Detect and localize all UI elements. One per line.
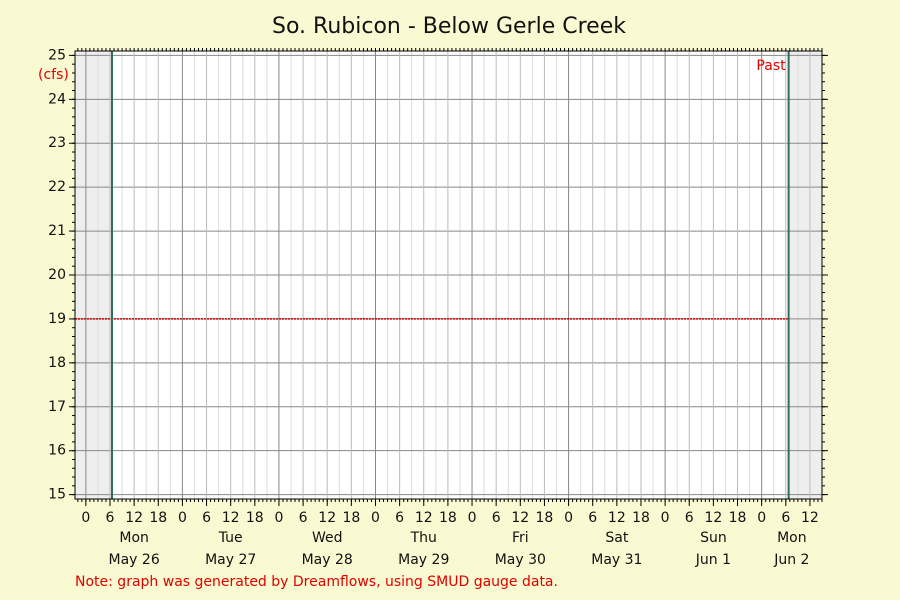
day-label: Tue <box>218 530 243 546</box>
chart-title: So. Rubicon - Below Gerle Creek <box>272 14 626 39</box>
y-unit: (cfs) <box>38 67 69 83</box>
y-tick-label: 15 <box>48 487 66 503</box>
y-tick-label: 24 <box>48 91 66 107</box>
day-label: Mon <box>777 530 807 546</box>
x-tick-label: 18 <box>149 510 167 526</box>
date-label: May 27 <box>205 552 256 568</box>
x-tick-label: 18 <box>632 510 650 526</box>
date-label: Jun 2 <box>773 552 809 568</box>
y-tick-label: 23 <box>48 135 66 151</box>
x-tick-label: 18 <box>439 510 457 526</box>
x-tick-label: 6 <box>685 510 694 526</box>
x-tick-label: 6 <box>588 510 597 526</box>
date-label: May 29 <box>398 552 449 568</box>
x-tick-label: 6 <box>395 510 404 526</box>
day-label: Wed <box>312 530 343 546</box>
x-tick-label: 0 <box>757 510 766 526</box>
x-tick-label: 12 <box>511 510 529 526</box>
past-label: Past <box>756 58 786 74</box>
x-tick-label: 0 <box>274 510 283 526</box>
x-tick-label: 12 <box>608 510 626 526</box>
date-label: May 26 <box>109 552 160 568</box>
x-tick-label: 18 <box>342 510 360 526</box>
day-label: Sat <box>605 530 628 546</box>
y-tick-label: 19 <box>48 311 66 327</box>
x-tick-label: 6 <box>492 510 501 526</box>
x-tick-label: 18 <box>729 510 747 526</box>
x-tick-label: 18 <box>536 510 554 526</box>
x-tick-label: 12 <box>704 510 722 526</box>
x-tick-label: 12 <box>801 510 819 526</box>
y-tick-label: 16 <box>48 443 66 459</box>
x-tick-label: 0 <box>661 510 670 526</box>
day-label: Thu <box>410 530 437 546</box>
day-label: Mon <box>119 530 149 546</box>
x-tick-label: 0 <box>468 510 477 526</box>
y-tick-label: 17 <box>48 399 66 415</box>
x-tick-label: 12 <box>125 510 143 526</box>
x-tick-label: 0 <box>371 510 380 526</box>
x-tick-label: 6 <box>106 510 115 526</box>
date-label: May 31 <box>591 552 642 568</box>
x-tick-label: 6 <box>781 510 790 526</box>
x-tick-label: 0 <box>564 510 573 526</box>
x-tick-label: 12 <box>415 510 433 526</box>
y-tick-label: 20 <box>48 267 66 283</box>
y-tick-label: 18 <box>48 355 66 371</box>
x-tick-label: 18 <box>246 510 264 526</box>
x-tick-label: 0 <box>178 510 187 526</box>
note: Note: graph was generated by Dreamflows,… <box>75 574 558 590</box>
x-tick-label: 6 <box>299 510 308 526</box>
x-tick-label: 0 <box>81 510 90 526</box>
y-tick-label: 22 <box>48 179 66 195</box>
day-label: Sun <box>700 530 727 546</box>
x-tick-label: 6 <box>202 510 211 526</box>
x-tick-label: 12 <box>318 510 336 526</box>
date-label: May 30 <box>495 552 546 568</box>
plot-frame <box>74 50 823 500</box>
y-tick-label: 21 <box>48 223 66 239</box>
y-tick-label: 25 <box>48 47 66 63</box>
x-tick-label: 12 <box>222 510 240 526</box>
date-label: May 28 <box>302 552 353 568</box>
date-label: Jun 1 <box>695 552 731 568</box>
day-label: Fri <box>512 530 529 546</box>
